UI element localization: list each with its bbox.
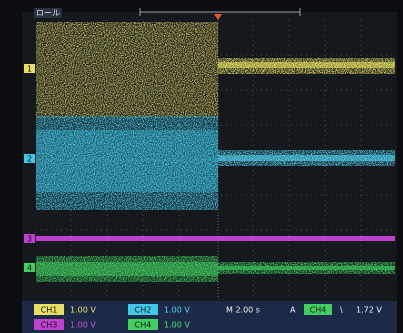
ch1-scale: 1.00 V <box>70 306 96 315</box>
ch4-scale: 1.00 V <box>164 321 190 330</box>
timebase: M 2.00 s <box>226 306 260 315</box>
trigger-level: 1.72 V <box>356 306 382 315</box>
ch2-label: CH2 <box>135 306 152 315</box>
ch1-noise <box>36 22 218 118</box>
ch3-trace <box>36 236 395 241</box>
trigger-slope: \ <box>340 306 343 315</box>
ch4-marker-label: 4 <box>27 264 32 273</box>
ch1-marker-label: 1 <box>27 65 32 74</box>
ch3-label: CH3 <box>41 321 58 330</box>
ch3-scale: 1.00 V <box>70 321 96 330</box>
ch2-noise-core <box>36 130 218 192</box>
oscilloscope-screen: ロール 1 2 3 4 CH1 1.00 V <box>0 0 403 333</box>
ch4-noise-core <box>36 262 218 276</box>
ch1-trace-core <box>218 62 395 68</box>
trigger-source: CH4 <box>310 306 327 315</box>
ch2-trace-core <box>218 155 395 161</box>
ch1-label: CH1 <box>41 306 58 315</box>
trigger-mode: A <box>290 306 296 315</box>
ch4-label: CH4 <box>135 321 152 330</box>
ch3-marker-label: 3 <box>27 235 32 244</box>
ch2-scale: 1.00 V <box>164 306 190 315</box>
ch4-trace-core <box>218 266 395 270</box>
mode-label: ロール <box>36 9 60 18</box>
ch2-marker-label: 2 <box>27 155 32 164</box>
